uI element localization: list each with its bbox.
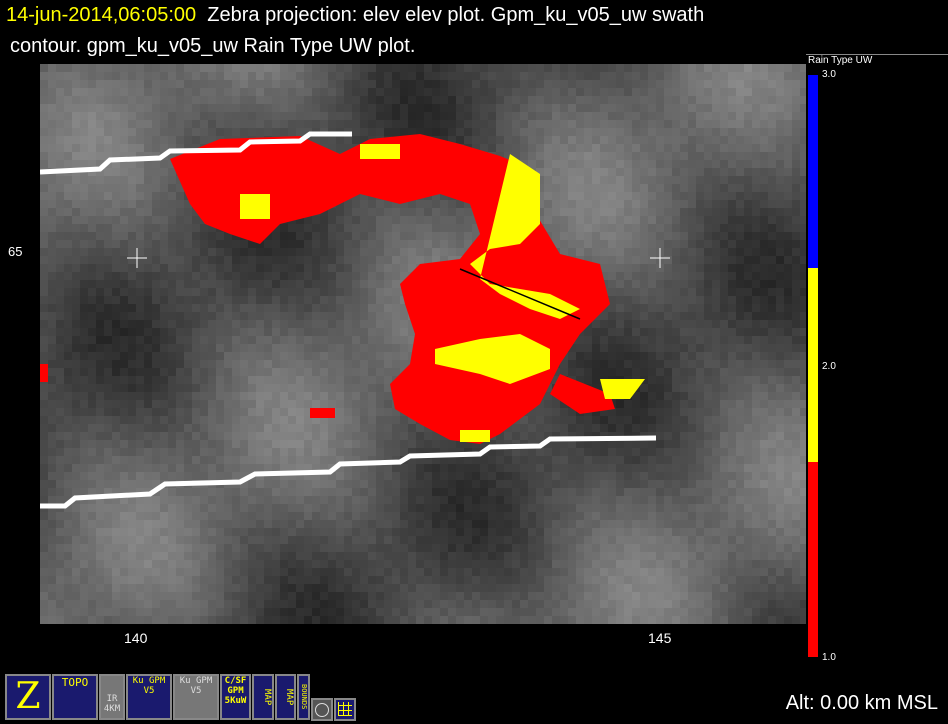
timestamp: 14-jun-2014,06:05:00 <box>6 4 197 26</box>
grid-icon[interactable] <box>334 698 356 721</box>
colorbar-label: 2.0 <box>822 361 836 372</box>
colorbar-segment-high <box>808 75 818 268</box>
colorbar-label: 1.0 <box>822 652 836 663</box>
zebra-logo-icon[interactable]: Z <box>5 674 51 720</box>
bounds-icon[interactable]: BOUNDS <box>297 674 310 720</box>
colorbar <box>808 75 818 657</box>
map-icon-2[interactable]: MAP <box>275 674 296 720</box>
ku-gpm-v5-icon[interactable]: Ku GPM V5 <box>126 674 172 720</box>
terrain-background <box>40 64 806 624</box>
grid-crosses <box>127 248 670 268</box>
map-icon-1[interactable]: MAP <box>252 674 274 720</box>
circle-target-icon[interactable] <box>311 698 333 721</box>
colorbar-segment-low <box>808 462 818 657</box>
topo-icon[interactable]: TOPO <box>52 674 98 720</box>
plot-title-line2: contour. gpm_ku_v05_uw Rain Type UW plot… <box>10 35 416 57</box>
ir-4km-icon[interactable]: IR 4KM <box>99 674 125 720</box>
csf-gpm-icon[interactable]: C/SF GPM 5KuW <box>220 674 251 720</box>
colorbar-segment-mid <box>808 268 818 462</box>
colorbar-divider <box>806 54 948 55</box>
plot-title-line1: 14-jun-2014,06:05:00 Zebra projection: e… <box>6 4 704 27</box>
altitude-readout: Alt: 0.00 km MSL <box>785 692 938 714</box>
ku-gpm-v5-gray-icon[interactable]: Ku GPM V5 <box>173 674 219 720</box>
x-axis-label: 140 <box>124 630 148 646</box>
swath-edge-top <box>40 131 352 175</box>
x-axis-label: 145 <box>648 630 672 646</box>
colorbar-label: 3.0 <box>822 69 836 80</box>
rain-yellow <box>240 144 645 442</box>
y-axis-label: 65 <box>8 244 23 259</box>
title-text: Zebra projection: elev elev plot. Gpm_ku… <box>207 4 705 26</box>
map-plot[interactable] <box>40 64 806 624</box>
colorbar-title: Rain Type UW <box>808 55 873 66</box>
swath-edge-bottom <box>40 435 657 509</box>
